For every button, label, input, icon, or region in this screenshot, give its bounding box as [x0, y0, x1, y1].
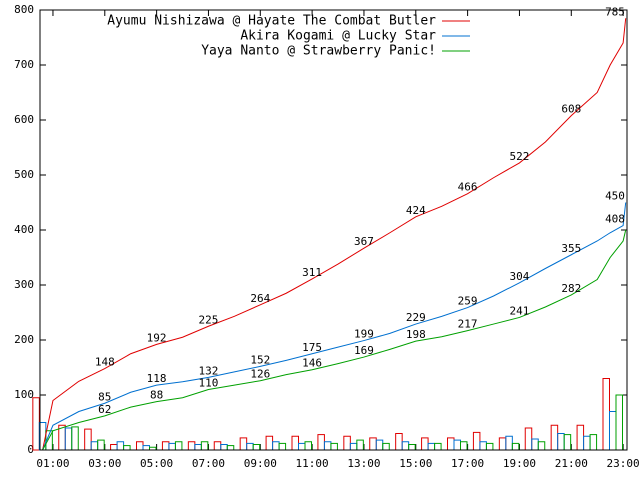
y-tick-label: 200	[14, 333, 34, 346]
value-label: 169	[354, 344, 374, 357]
y-tick-label: 100	[14, 388, 34, 401]
y-tick-label: 800	[14, 3, 34, 16]
y-tick-label: 300	[14, 278, 34, 291]
y-tick-label: 400	[14, 223, 34, 236]
x-tick-label: 11:00	[296, 457, 329, 470]
value-label: 88	[150, 389, 163, 402]
value-label: 282	[561, 282, 581, 295]
value-label: 62	[98, 403, 111, 416]
x-tick-label: 13:00	[347, 457, 380, 470]
value-label: 450	[605, 190, 625, 203]
x-tick-label: 07:00	[192, 457, 225, 470]
value-label: 132	[199, 364, 219, 377]
value-label: 408	[605, 213, 625, 226]
x-tick-label: 05:00	[140, 457, 173, 470]
x-tick-label: 21:00	[555, 457, 588, 470]
value-label: 126	[250, 368, 270, 381]
value-label: 146	[302, 357, 322, 370]
x-tick-label: 15:00	[399, 457, 432, 470]
x-tick-label: 23:00	[607, 457, 640, 470]
value-label: 199	[354, 328, 374, 341]
value-label: 225	[199, 313, 219, 326]
y-tick-label: 0	[27, 443, 34, 456]
x-tick-label: 03:00	[88, 457, 121, 470]
x-tick-label: 17:00	[451, 457, 484, 470]
value-label: 85	[98, 390, 111, 403]
value-label: 118	[147, 372, 167, 385]
value-label: 355	[561, 242, 581, 255]
value-label: 424	[406, 204, 426, 217]
value-label: 466	[458, 181, 478, 194]
y-tick-label: 700	[14, 58, 34, 71]
value-label: 264	[250, 292, 270, 305]
series-line	[42, 229, 627, 451]
value-label: 110	[199, 377, 219, 390]
series-line	[42, 202, 627, 451]
x-tick-label: 19:00	[503, 457, 536, 470]
x-tick-label: 09:00	[244, 457, 277, 470]
value-label: 608	[561, 103, 581, 116]
value-label: 229	[406, 311, 426, 324]
value-label: 152	[250, 353, 270, 366]
legend-label: Ayumu Nishizawa @ Hayate The Combat Butl…	[107, 14, 436, 29]
value-label: 198	[406, 328, 426, 341]
value-label: 241	[510, 304, 530, 317]
value-label: 311	[302, 266, 322, 279]
series-line	[42, 18, 627, 451]
y-tick-label: 600	[14, 113, 34, 126]
value-label: 148	[95, 356, 115, 369]
value-label: 175	[302, 341, 322, 354]
y-tick-label: 500	[14, 168, 34, 181]
value-label: 259	[458, 295, 478, 308]
x-tick-label: 01:00	[36, 457, 69, 470]
value-label: 192	[147, 331, 167, 344]
value-label: 785	[605, 5, 625, 18]
legend-label: Yaya Nanto @ Strawberry Panic!	[201, 44, 436, 59]
value-label: 304	[510, 270, 530, 283]
plot-border	[39, 9, 628, 451]
value-label: 367	[354, 235, 374, 248]
value-label: 522	[510, 150, 530, 163]
legend-label: Akira Kogami @ Lucky Star	[240, 29, 436, 44]
value-label: 217	[458, 318, 478, 331]
